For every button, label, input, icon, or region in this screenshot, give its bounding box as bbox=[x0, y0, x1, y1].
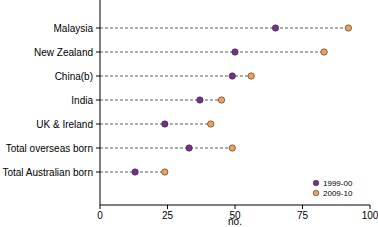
y-tick bbox=[96, 172, 100, 173]
category-label: New Zealand bbox=[34, 47, 93, 58]
legend-label: 1999-00 bbox=[323, 179, 353, 188]
x-tick bbox=[235, 205, 236, 209]
dot bbox=[197, 97, 203, 103]
x-tick-label: 100 bbox=[362, 210, 378, 221]
plot-area bbox=[100, 25, 352, 175]
category-label: UK & Ireland bbox=[36, 119, 93, 130]
dot bbox=[162, 169, 168, 175]
x-axis-label: no. bbox=[228, 216, 242, 227]
leader-line bbox=[100, 124, 211, 125]
dot bbox=[232, 49, 238, 55]
dot bbox=[229, 145, 235, 151]
leader-line bbox=[100, 28, 348, 29]
dot bbox=[321, 49, 327, 55]
dot bbox=[186, 145, 192, 151]
category-label: Total overseas born bbox=[6, 143, 93, 154]
y-tick bbox=[96, 124, 100, 125]
dot bbox=[162, 121, 168, 127]
y-axis bbox=[100, 0, 101, 205]
category-label: Total Australian born bbox=[2, 167, 93, 178]
category-label: Malaysia bbox=[54, 23, 94, 34]
dot bbox=[272, 25, 278, 31]
category-label: India bbox=[71, 95, 93, 106]
y-tick bbox=[96, 28, 100, 29]
x-tick-label: 25 bbox=[162, 210, 174, 221]
y-tick bbox=[96, 52, 100, 53]
x-tick bbox=[370, 205, 371, 209]
dot bbox=[345, 25, 351, 31]
dot bbox=[229, 73, 235, 79]
dot bbox=[208, 121, 214, 127]
dot bbox=[218, 97, 224, 103]
x-tick bbox=[302, 205, 303, 209]
x-tick-label: 75 bbox=[297, 210, 309, 221]
chart: 0255075100no.MalaysiaNew ZealandChina(b)… bbox=[0, 0, 378, 227]
leader-line bbox=[100, 76, 251, 77]
x-tick bbox=[100, 205, 101, 209]
dot bbox=[132, 169, 138, 175]
y-tick bbox=[96, 100, 100, 101]
y-tick bbox=[96, 148, 100, 149]
legend-marker bbox=[313, 190, 319, 196]
y-tick bbox=[96, 76, 100, 77]
legend-marker bbox=[313, 180, 319, 186]
legend-label: 2009-10 bbox=[323, 189, 353, 198]
dot bbox=[248, 73, 254, 79]
category-label: China(b) bbox=[55, 71, 93, 82]
x-tick-label: 0 bbox=[97, 210, 103, 221]
x-tick bbox=[167, 205, 168, 209]
leader-line bbox=[100, 52, 324, 53]
leader-line bbox=[100, 148, 232, 149]
